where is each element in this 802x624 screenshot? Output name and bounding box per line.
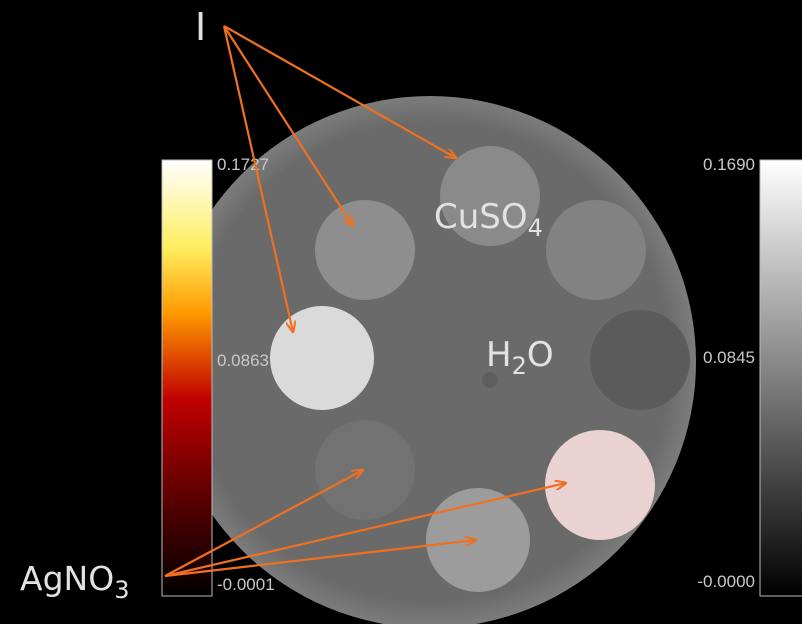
insert [270, 306, 374, 410]
label-base: AgNO [20, 559, 114, 598]
colorbar-tick: -0.0000 [697, 572, 755, 591]
label-iodine: I [195, 5, 206, 49]
colorbar-tick: -0.0001 [217, 575, 275, 594]
colorbar-gray [760, 160, 802, 596]
label-cuso4: CuSO4 [434, 197, 543, 242]
colorbar-tick: 0.1690 [703, 155, 755, 174]
colorbar-hot [162, 160, 212, 596]
label-sub: 4 [528, 214, 543, 242]
insert [590, 310, 690, 410]
label-sub: 2 [512, 352, 527, 380]
insert [315, 420, 415, 520]
colorbar-tick: 0.0845 [703, 348, 755, 367]
colorbar-tick: 0.1727 [217, 155, 269, 174]
insert [546, 200, 646, 300]
label-base: CuSO [434, 197, 528, 237]
label-sub: 3 [114, 576, 129, 604]
label-base: O [527, 335, 554, 375]
colorbar-tick: 0.0863 [217, 351, 269, 370]
insert [315, 200, 415, 300]
label-agno3: AgNO3 [20, 559, 129, 604]
figure: 0.1727 0.0863 -0.0001 0.1690 0.0845 -0.0… [0, 0, 802, 624]
label-base: H [486, 335, 512, 375]
